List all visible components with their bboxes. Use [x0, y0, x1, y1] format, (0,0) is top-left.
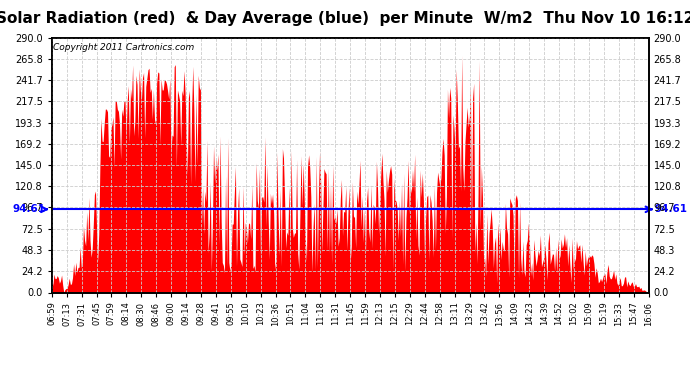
Text: 94.61: 94.61	[13, 204, 46, 214]
Text: Copyright 2011 Cartronics.com: Copyright 2011 Cartronics.com	[53, 43, 194, 52]
Text: Solar Radiation (red)  & Day Average (blue)  per Minute  W/m2  Thu Nov 10 16:12: Solar Radiation (red) & Day Average (blu…	[0, 11, 690, 26]
Text: 94.61: 94.61	[655, 204, 687, 214]
